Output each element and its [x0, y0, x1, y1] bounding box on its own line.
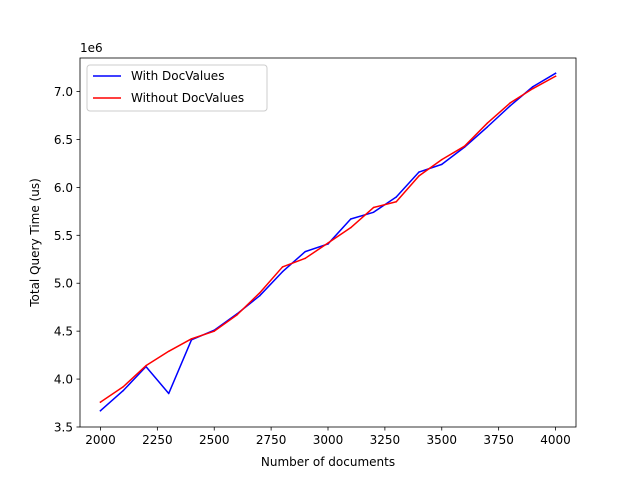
- data-point-without-docvalues: [304, 257, 306, 260]
- legend-label-with-docvalues: With DocValues: [131, 69, 224, 83]
- data-point-with-docvalues: [281, 270, 284, 273]
- data-point-without-docvalues: [463, 145, 466, 147]
- y-offset-label: 1e6: [80, 41, 103, 55]
- x-tick-label: 3000: [313, 433, 344, 447]
- y-tick-label: 7.0: [54, 85, 73, 99]
- data-point-with-docvalues: [441, 163, 443, 166]
- data-point-with-docvalues: [99, 409, 102, 412]
- data-point-with-docvalues: [258, 294, 261, 297]
- data-point-without-docvalues: [145, 364, 147, 367]
- data-point-without-docvalues: [236, 314, 238, 316]
- data-point-without-docvalues: [327, 242, 329, 244]
- data-point-without-docvalues: [281, 266, 284, 268]
- data-point-with-docvalues: [509, 105, 511, 107]
- y-tick-label: 6.0: [54, 181, 73, 195]
- y-axis-label: Total Query Time (us): [28, 178, 42, 308]
- data-point-with-docvalues: [418, 171, 420, 173]
- x-axis-label: Number of documents: [261, 455, 395, 469]
- data-point-without-docvalues: [509, 102, 511, 104]
- data-point-without-docvalues: [213, 330, 215, 332]
- data-point-without-docvalues: [99, 401, 102, 403]
- data-point-without-docvalues: [190, 338, 193, 340]
- x-tick-label: 4000: [540, 433, 571, 447]
- data-point-without-docvalues: [532, 87, 534, 90]
- y-tick-label: 4.0: [54, 373, 73, 387]
- x-tick-label: 3250: [370, 433, 401, 447]
- x-tick-label: 2250: [142, 433, 173, 447]
- data-point-without-docvalues: [122, 385, 124, 388]
- data-point-with-docvalues: [532, 86, 534, 88]
- plot-frame: [79, 57, 577, 428]
- data-point-without-docvalues: [350, 226, 352, 229]
- x-axis-ticks: 2000 2250 2500 2750 3000 3250 3500 3750 4000: [85, 427, 571, 447]
- data-point-without-docvalues: [554, 75, 557, 77]
- data-point-without-docvalues: [167, 350, 170, 353]
- x-tick-label: 2000: [85, 433, 116, 447]
- data-point-with-docvalues: [395, 196, 398, 198]
- data-point-with-docvalues: [554, 72, 557, 75]
- data-point-with-docvalues: [167, 392, 170, 395]
- data-point-without-docvalues: [258, 292, 261, 294]
- y-tick-label: 3.5: [54, 421, 73, 435]
- x-tick-label: 3500: [426, 433, 457, 447]
- legend-label-without-docvalues: Without DocValues: [131, 91, 244, 105]
- data-point-with-docvalues: [122, 389, 124, 392]
- data-point-with-docvalues: [486, 126, 489, 128]
- legend: With DocValues Without DocValues: [86, 64, 268, 112]
- y-axis-ticks: 3.5 4.0 4.5 5.0 5.5 6.0 6.5 7.0: [54, 85, 80, 435]
- data-point-with-docvalues: [372, 211, 375, 214]
- data-point-without-docvalues: [418, 175, 420, 177]
- y-tick-label: 5.5: [54, 229, 73, 243]
- data-point-without-docvalues: [395, 201, 398, 203]
- y-tick-label: 4.5: [54, 325, 73, 339]
- data-point-with-docvalues: [304, 250, 306, 253]
- legend-box: [86, 64, 268, 112]
- data-point-without-docvalues: [372, 206, 375, 209]
- x-tick-label: 2500: [199, 433, 230, 447]
- y-tick-label: 6.5: [54, 133, 73, 147]
- series-layer: [99, 72, 557, 412]
- x-tick-label: 3750: [483, 433, 514, 447]
- y-tick-label: 5.0: [54, 277, 73, 291]
- data-point-with-docvalues: [350, 218, 352, 220]
- x-tick-label: 2750: [256, 433, 287, 447]
- data-point-without-docvalues: [441, 158, 443, 161]
- data-point-without-docvalues: [486, 122, 489, 124]
